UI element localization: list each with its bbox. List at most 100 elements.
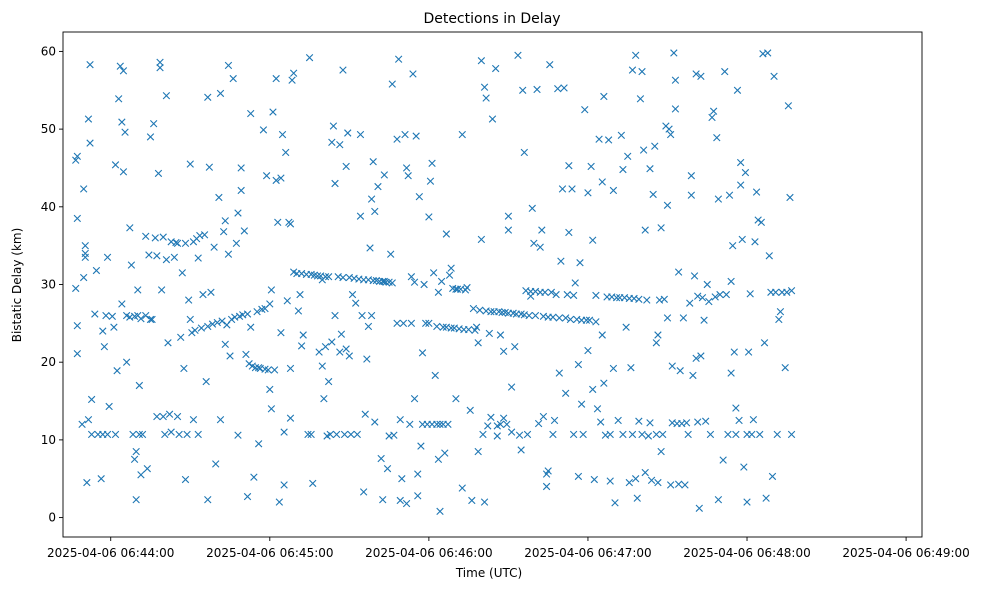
data-point (340, 430, 349, 439)
data-point (380, 171, 389, 179)
data-point (324, 273, 333, 281)
data-point (686, 299, 694, 307)
data-point (394, 55, 403, 63)
data-point (197, 324, 206, 332)
data-point (305, 53, 314, 62)
data-point (87, 430, 96, 439)
data-point (396, 415, 404, 424)
x-tick-label: 2025-04-06 06:47:00 (524, 546, 651, 560)
data-point (563, 290, 571, 299)
data-point (84, 115, 93, 123)
data-point (663, 201, 672, 209)
data-point (657, 224, 665, 232)
data-point (706, 430, 715, 439)
data-point (79, 273, 88, 282)
data-point (142, 311, 150, 320)
data-point (561, 389, 570, 397)
data-point (382, 278, 390, 286)
data-point (600, 92, 608, 101)
data-point (676, 367, 684, 375)
data-point (757, 218, 766, 227)
data-point (366, 244, 374, 252)
data-point (582, 316, 591, 324)
data-point (361, 410, 369, 418)
data-point (297, 342, 306, 350)
data-point (784, 102, 793, 110)
data-point (609, 186, 618, 195)
data-point (538, 226, 546, 234)
data-point (103, 430, 112, 439)
data-point (264, 366, 272, 374)
data-point (743, 498, 751, 506)
data-point (474, 447, 482, 456)
data-point (388, 80, 396, 88)
data-point (103, 253, 112, 261)
data-point (458, 484, 466, 492)
data-point (635, 417, 643, 425)
data-point (730, 348, 738, 356)
data-point (269, 108, 277, 116)
data-point (612, 294, 621, 302)
data-point (307, 430, 315, 439)
x-tick-label: 2025-04-06 06:44:00 (47, 546, 174, 560)
data-point (598, 331, 606, 339)
data-point (412, 132, 420, 140)
data-point (647, 476, 656, 484)
data-point (569, 430, 578, 439)
data-point (652, 339, 661, 347)
data-point (313, 272, 322, 280)
data-point (116, 62, 124, 70)
data-point (593, 405, 602, 413)
data-point (544, 467, 552, 475)
data-point (708, 113, 716, 122)
data-point (611, 499, 619, 507)
data-point (294, 307, 303, 315)
data-point (156, 58, 164, 66)
data-point (398, 475, 406, 483)
data-point (159, 233, 167, 241)
data-point (138, 430, 147, 439)
data-point (205, 163, 214, 171)
data-point (79, 185, 88, 193)
data-point (746, 290, 754, 298)
data-point (129, 430, 137, 439)
data-point (426, 177, 435, 185)
data-point (393, 319, 401, 328)
data-point (576, 259, 584, 267)
data-point (296, 290, 304, 299)
data-point (565, 161, 573, 170)
data-point (504, 226, 513, 234)
data-point (560, 84, 568, 92)
data-point (515, 431, 524, 439)
data-point (199, 290, 207, 299)
data-point (237, 164, 245, 172)
data-point (126, 224, 134, 232)
data-point (464, 325, 473, 334)
data-point (172, 238, 180, 247)
data-point (701, 417, 710, 425)
x-axis-label: Time (UTC) (455, 566, 522, 580)
data-point (81, 253, 89, 261)
data-point (137, 471, 145, 479)
data-point (530, 239, 538, 248)
data-point (666, 481, 675, 489)
data-point (86, 139, 94, 147)
data-point (383, 464, 392, 473)
data-point (539, 412, 548, 421)
data-point (173, 412, 182, 421)
data-point (724, 430, 732, 439)
data-point (752, 188, 761, 196)
data-point (554, 85, 562, 93)
data-point (119, 67, 128, 75)
data-point (224, 61, 233, 70)
data-point (633, 494, 641, 502)
data-point (754, 216, 762, 224)
data-point (679, 314, 688, 322)
data-point (105, 402, 113, 411)
data-point (436, 507, 444, 516)
data-point (332, 430, 341, 439)
data-point (278, 130, 287, 139)
data-point (729, 241, 737, 250)
data-point (259, 126, 268, 134)
